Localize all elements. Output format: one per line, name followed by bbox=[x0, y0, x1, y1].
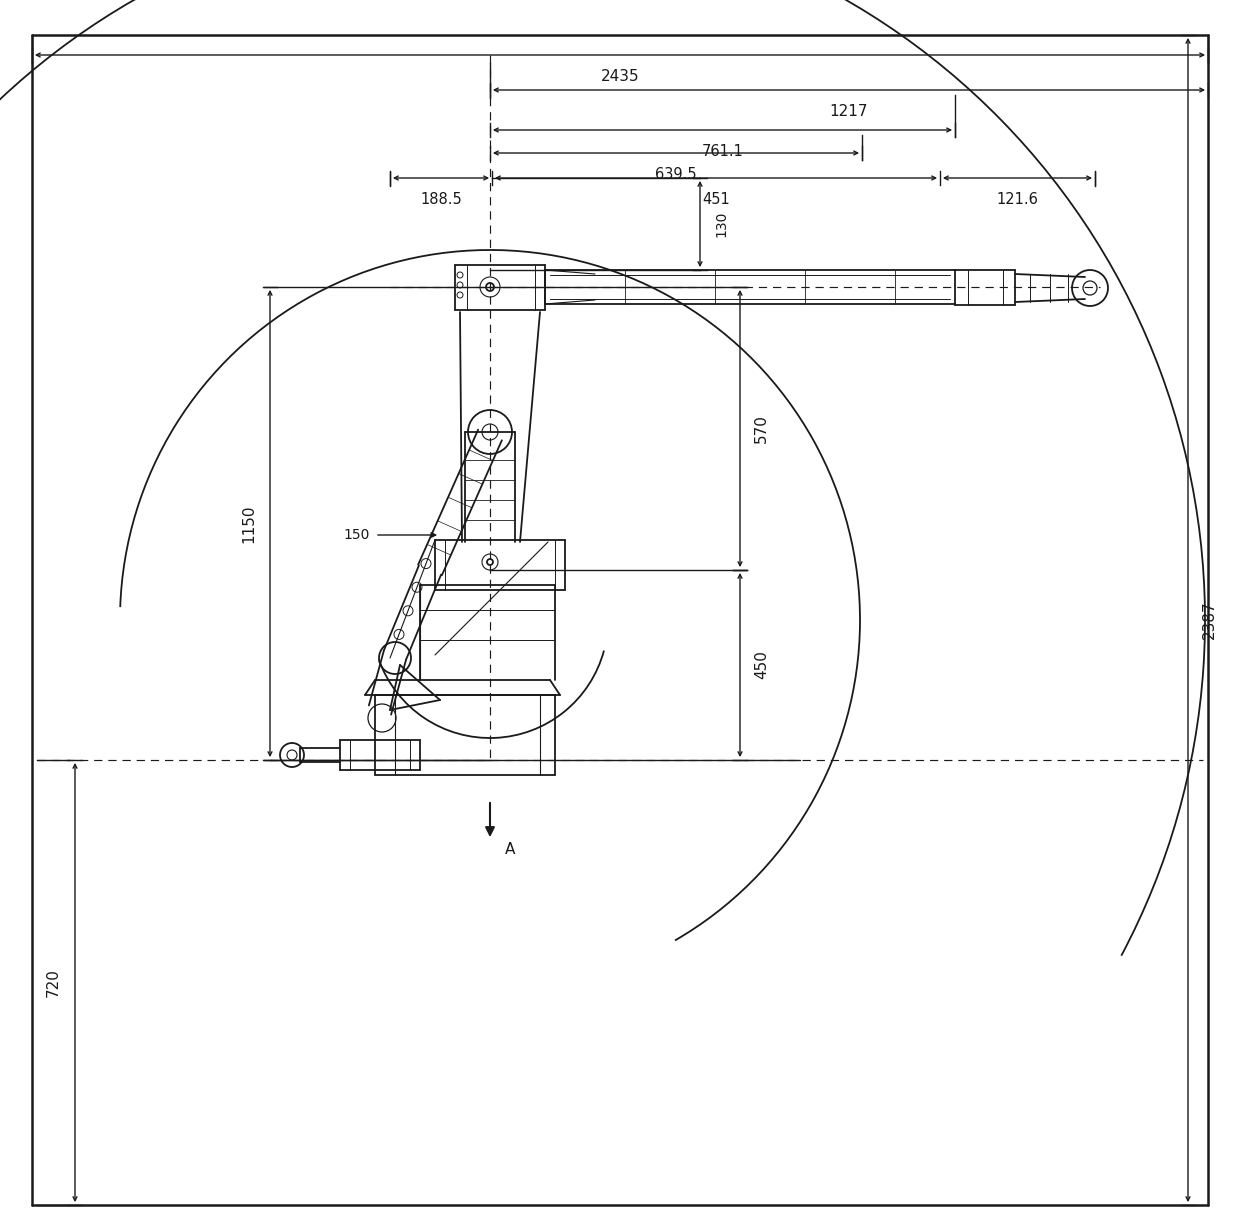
Text: 720: 720 bbox=[46, 968, 61, 997]
Text: 1150: 1150 bbox=[241, 504, 255, 543]
Text: 2435: 2435 bbox=[600, 69, 640, 84]
Text: 761.1: 761.1 bbox=[702, 144, 744, 159]
Text: 451: 451 bbox=[702, 192, 730, 207]
Text: 121.6: 121.6 bbox=[997, 192, 1038, 207]
Text: 1217: 1217 bbox=[830, 103, 868, 120]
Text: 130: 130 bbox=[714, 211, 728, 238]
Text: 150: 150 bbox=[343, 529, 370, 542]
Text: A: A bbox=[505, 843, 516, 857]
Text: 639.5: 639.5 bbox=[655, 168, 697, 182]
Text: 450: 450 bbox=[754, 650, 769, 679]
Text: 188.5: 188.5 bbox=[420, 192, 461, 207]
Text: 2387: 2387 bbox=[1202, 601, 1216, 639]
Text: 570: 570 bbox=[754, 414, 769, 444]
